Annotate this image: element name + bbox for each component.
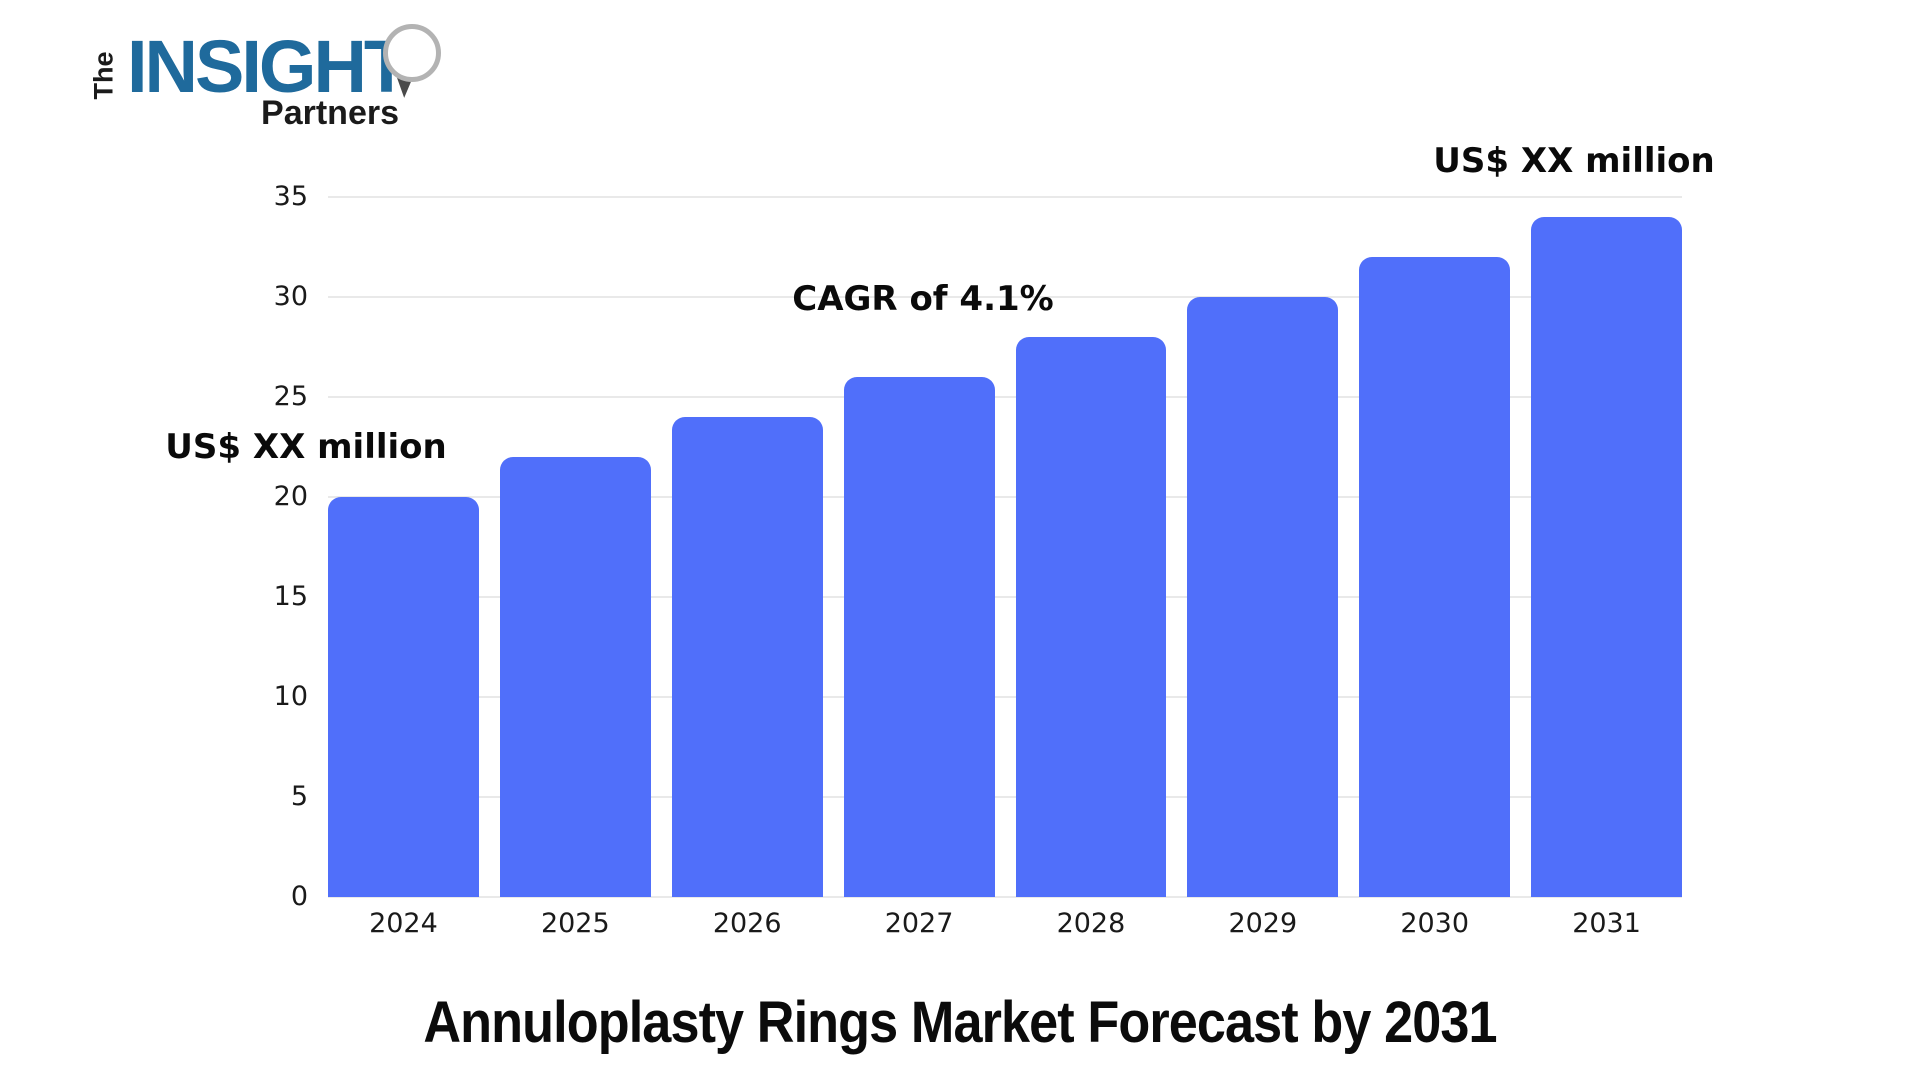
logo-the-text: The xyxy=(88,51,119,100)
x-axis-tick-label: 2031 xyxy=(1572,908,1641,939)
y-axis: 0 5 10 15 20 25 30 35 xyxy=(228,181,308,912)
bar-2025 xyxy=(499,457,651,897)
x-axis-tick-label: 2029 xyxy=(1228,908,1298,939)
x-axis-tick-label: 2030 xyxy=(1400,908,1470,939)
bar-2026 xyxy=(671,417,823,897)
logo-partners-text: Partners xyxy=(261,94,399,132)
bar-2029 xyxy=(1187,297,1339,897)
y-axis-tick-label: 10 xyxy=(273,681,308,712)
y-axis-tick-label: 15 xyxy=(273,581,308,612)
annotation-start-value: US$ XX million xyxy=(165,427,447,467)
y-axis-tick-label: 25 xyxy=(273,381,308,412)
annotation-cagr: CAGR of 4.1% xyxy=(792,279,1054,319)
x-axis-tick-label: 2026 xyxy=(712,908,782,939)
gridline-5 xyxy=(328,796,1682,798)
bar-2028 xyxy=(1015,337,1167,897)
x-axis-tick-label: 2025 xyxy=(540,908,610,939)
insight-partners-logo: The INSIGHT Partners xyxy=(85,18,441,143)
y-axis-tick-label: 20 xyxy=(273,481,308,512)
y-axis-tick-label: 30 xyxy=(273,281,308,312)
y-axis-tick-label: 35 xyxy=(273,181,308,212)
bar-2027 xyxy=(843,377,995,897)
plot-area xyxy=(328,196,1682,898)
x-axis-tick-label: 2027 xyxy=(884,908,954,939)
y-axis-tick-label: 5 xyxy=(290,781,308,812)
bar-2024 xyxy=(328,497,479,897)
gridline-15 xyxy=(328,596,1682,598)
annotation-end-value: US$ XX million xyxy=(1433,141,1715,181)
bar-2030 xyxy=(1359,257,1511,897)
gridline-10 xyxy=(328,696,1682,698)
gridline-0 xyxy=(328,896,1682,898)
gridline-20 xyxy=(328,496,1682,498)
x-axis-tick-label: 2028 xyxy=(1056,908,1126,939)
bar-2031 xyxy=(1531,217,1682,897)
x-axis-tick-label: 2024 xyxy=(369,908,438,939)
x-axis: 2024 2025 2026 2027 2028 2029 2030 2031 xyxy=(328,907,1682,941)
logo-insight-text: INSIGHT xyxy=(127,25,409,108)
gridline-25 xyxy=(328,396,1682,398)
gridline-35 xyxy=(328,196,1682,198)
gridline-30 xyxy=(328,296,1682,298)
y-axis-tick-label: 0 xyxy=(290,881,308,912)
magnifier-icon xyxy=(383,24,441,82)
bar-series xyxy=(328,197,1682,897)
chart-title: Annuloplasty Rings Market Forecast by 20… xyxy=(423,990,1497,1055)
